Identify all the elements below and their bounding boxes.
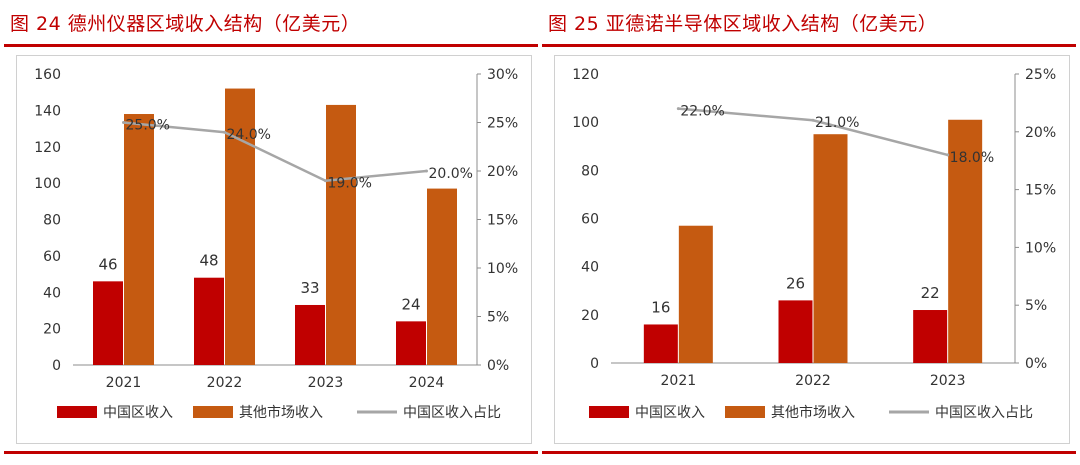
x-axis-tick-label: 2022 — [207, 375, 243, 391]
legend-label: 中国区收入 — [635, 405, 705, 421]
y2-axis-tick-label: 15% — [1025, 183, 1056, 199]
line-point-china-share — [946, 153, 950, 157]
line-point-china-share — [223, 130, 226, 134]
line-point-china-share — [122, 121, 125, 124]
legend-label: 中国区收入占比 — [403, 405, 501, 421]
y-axis-tick-label: 0 — [590, 356, 599, 372]
y-axis-tick-label: 40 — [581, 260, 599, 276]
y-axis-tick-label: 80 — [43, 213, 61, 229]
y2-axis-tick-label: 30% — [487, 67, 518, 83]
bar-china-revenue — [396, 321, 426, 365]
figure-25-chart-frame: 0 20 40 60 80 100 120 0% 5% 10% 15% 20% 25% 16 2021 26 2… — [554, 55, 1070, 444]
line-china-share — [123, 121, 427, 182]
y2-axis-tick-label: 0% — [1025, 356, 1047, 372]
figure-24-panel: 图 24 德州仪器区域收入结构（亿美元） 0 20 40 60 80 100 120 140 1… — [4, 0, 538, 465]
y-axis-tick-label: 80 — [581, 163, 599, 179]
y-axis-tick-label: 120 — [572, 67, 599, 83]
bar-china-revenue — [93, 281, 123, 365]
y-axis-tick-label: 0 — [52, 358, 61, 374]
figure-25-chart: 0 20 40 60 80 100 120 0% 5% 10% 15% 20% 25% 16 2021 26 2… — [572, 67, 1056, 421]
bar-data-label: 33 — [300, 279, 319, 297]
bar-other-markets-revenue — [948, 119, 983, 363]
bar-china-revenue — [778, 300, 813, 363]
y-axis-tick-label: 40 — [43, 285, 61, 301]
y-axis-tick-label: 20 — [43, 322, 61, 338]
bar-other-markets-revenue — [813, 134, 848, 363]
line-point-china-share — [676, 107, 680, 111]
y2-axis-tick-label: 15% — [487, 213, 518, 229]
bottom-divider — [4, 451, 538, 454]
figure-24-chart-frame: 0 20 40 60 80 100 120 140 160 0% 5% 10% 15% 20% 25% 30%… — [16, 55, 532, 444]
legend-swatch-china-revenue — [589, 406, 629, 418]
x-axis-tick-label: 2024 — [409, 375, 445, 391]
bar-data-label: 16 — [651, 298, 670, 316]
y2-axis-tick-label: 0% — [487, 358, 509, 374]
line-point-china-share — [324, 179, 327, 183]
title-divider — [4, 44, 538, 47]
figure-24-chart: 0 20 40 60 80 100 120 140 160 0% 5% 10% 15% 20% 25% 30%… — [34, 67, 518, 421]
y-axis-tick-label: 140 — [34, 103, 61, 119]
y2-axis-tick-label: 25% — [1025, 67, 1056, 83]
bar-data-label: 24 — [401, 295, 420, 313]
line-data-label: 25.0% — [126, 118, 170, 134]
line-data-label: 19.0% — [328, 176, 372, 192]
y-axis-tick-label: 100 — [34, 176, 61, 192]
y-axis-tick-label: 60 — [581, 212, 599, 228]
bottom-divider — [542, 451, 1076, 454]
y2-axis-tick-label: 25% — [487, 116, 518, 132]
bar-china-revenue — [295, 304, 325, 365]
y2-axis-tick-label: 10% — [1025, 240, 1056, 256]
title-divider — [542, 44, 1076, 47]
y2-axis-tick-label: 20% — [487, 164, 518, 180]
bar-data-label: 22 — [921, 284, 940, 302]
legend-label: 中国区收入占比 — [935, 405, 1033, 421]
x-axis-tick-label: 2023 — [930, 373, 966, 389]
line-data-label: 18.0% — [950, 150, 994, 166]
legend-label: 中国区收入 — [103, 405, 173, 421]
bar-other-markets-revenue — [326, 104, 356, 365]
legend-label: 其他市场收入 — [771, 404, 855, 421]
y2-axis-tick-label: 10% — [487, 261, 518, 277]
figure-24-title: 图 24 德州仪器区域收入结构（亿美元） — [10, 13, 361, 35]
line-point-china-share — [811, 118, 815, 122]
figure-25-panel: 图 25 亚德诺半导体区域收入结构（亿美元） 0 20 40 60 80 100 120 0%… — [542, 0, 1076, 465]
y2-axis-tick-label: 20% — [1025, 125, 1056, 141]
line-data-label: 20.0% — [429, 166, 473, 182]
bar-data-label: 46 — [98, 255, 117, 273]
x-axis-tick-label: 2021 — [661, 373, 697, 389]
bar-data-label: 48 — [199, 252, 218, 270]
bar-china-revenue — [913, 310, 948, 363]
line-data-label: 22.0% — [680, 104, 724, 120]
bar-other-markets-revenue — [124, 114, 154, 365]
x-axis-tick-label: 2023 — [308, 375, 344, 391]
bar-data-label: 26 — [786, 274, 805, 292]
bar-china-revenue — [194, 277, 224, 365]
y2-axis-tick-label: 5% — [1025, 298, 1047, 314]
line-data-label: 21.0% — [815, 115, 859, 131]
y-axis-tick-label: 20 — [581, 308, 599, 324]
bar-other-markets-revenue — [427, 188, 457, 365]
x-axis-tick-label: 2021 — [106, 375, 142, 391]
y-axis-tick-label: 100 — [572, 115, 599, 131]
line-point-china-share — [425, 169, 428, 173]
y2-axis-tick-label: 5% — [487, 310, 509, 326]
legend-swatch-other-markets — [725, 406, 765, 418]
legend-swatch-china-revenue — [57, 406, 97, 418]
y-axis-tick-label: 120 — [34, 140, 61, 156]
x-axis-tick-label: 2022 — [795, 373, 831, 389]
bar-other-markets-revenue — [678, 225, 713, 363]
line-data-label: 24.0% — [227, 127, 271, 143]
legend-label: 其他市场收入 — [239, 404, 323, 421]
bar-china-revenue — [643, 324, 678, 363]
y-axis-tick-label: 160 — [34, 67, 61, 83]
legend-swatch-other-markets — [193, 406, 233, 418]
y-axis-tick-label: 60 — [43, 249, 61, 265]
figure-25-title: 图 25 亚德诺半导体区域收入结构（亿美元） — [548, 13, 938, 35]
